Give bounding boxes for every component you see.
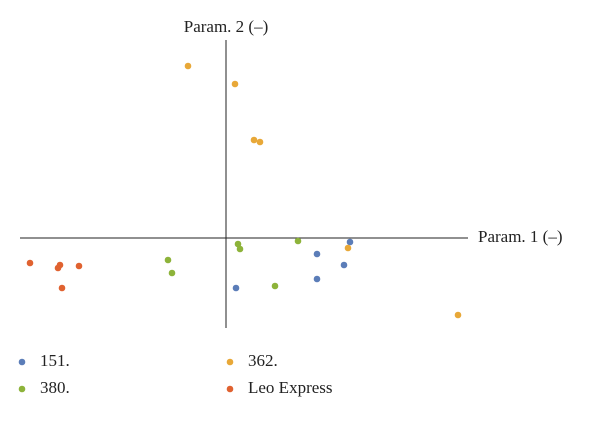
legend-label: Leo Express [248, 378, 333, 397]
point [232, 284, 240, 292]
legend-label: 151. [40, 351, 70, 370]
point [454, 311, 462, 319]
point [26, 259, 34, 267]
point [250, 136, 258, 144]
legend-label: 362. [248, 351, 278, 370]
point [294, 237, 302, 245]
point [313, 275, 321, 283]
point [313, 250, 321, 258]
point [271, 282, 279, 290]
point [231, 80, 239, 88]
point [346, 238, 354, 246]
legend-marker [226, 385, 234, 393]
point [236, 245, 244, 253]
point [184, 62, 192, 70]
point [75, 262, 83, 270]
point [164, 256, 172, 264]
point [168, 269, 176, 277]
point [256, 138, 264, 146]
legend-marker [18, 385, 26, 393]
legend-marker [18, 358, 26, 366]
point [344, 244, 352, 252]
legend-label: 380. [40, 378, 70, 397]
y-axis-label: Param. 2 (–) [184, 17, 269, 36]
point [58, 284, 66, 292]
point [234, 240, 242, 248]
point [56, 261, 64, 269]
point [340, 261, 348, 269]
x-axis-label: Param. 1 (–) [478, 227, 563, 246]
legend-marker [226, 358, 234, 366]
